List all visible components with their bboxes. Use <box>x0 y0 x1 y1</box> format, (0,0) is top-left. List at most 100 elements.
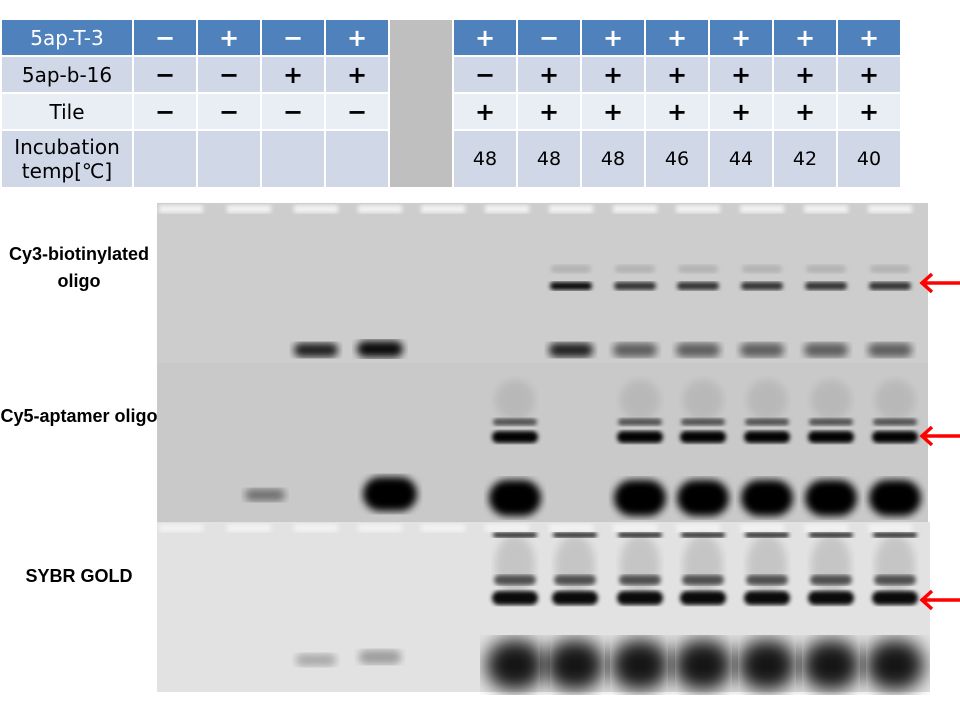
table-row: 5ap-T-3− + − + + − + + + + + <box>0 18 902 189</box>
gel-band <box>492 591 538 605</box>
table-cell: 46 <box>644 129 710 189</box>
gel-band <box>552 591 598 605</box>
gel-band <box>808 431 854 443</box>
gel-band <box>866 640 924 690</box>
gel-band <box>618 418 662 426</box>
table-cell: + <box>324 18 390 57</box>
gel-well <box>740 524 784 532</box>
panel-label-cy3: Cy3-biotinylated oligo <box>8 244 150 291</box>
table-cell: − <box>132 18 198 57</box>
gel-band <box>546 640 604 690</box>
gel-band <box>620 535 660 595</box>
table-cell: + <box>516 55 582 94</box>
gel-well <box>549 205 593 213</box>
table-cell: 40 <box>836 129 902 189</box>
gel-band <box>486 640 544 690</box>
gel-band <box>614 480 666 516</box>
gel-panel-cy3 <box>157 203 928 363</box>
table-cell: + <box>452 92 518 131</box>
gel-well <box>613 524 657 532</box>
red-arrow-icon <box>919 589 960 611</box>
table-cell: − <box>260 18 326 57</box>
table-cell: − <box>452 55 518 94</box>
condition-table: 5ap-T-3− + − + + − + + + + +5ap-b-16− − + + − + + + + + + Til… <box>0 18 902 189</box>
gel-band <box>804 343 848 357</box>
gel-well <box>159 205 203 213</box>
gel-band <box>489 480 541 516</box>
gel-band <box>870 265 910 273</box>
table-cell: − <box>132 92 198 131</box>
table-cell: 48 <box>516 129 582 189</box>
gel-band <box>873 418 917 426</box>
gel-band <box>868 343 912 357</box>
gel-band <box>806 265 846 273</box>
row-label: 5ap-T-3 <box>0 18 134 57</box>
table-row: Incubation temp[℃] 48 48 48 46 44 42 40 <box>0 129 902 189</box>
gel-well <box>676 524 720 532</box>
table-cell: + <box>580 55 646 94</box>
gel-well <box>358 205 402 213</box>
table-cell: 44 <box>708 129 774 189</box>
red-arrow-icon <box>919 272 960 294</box>
table-cell: 42 <box>772 129 838 189</box>
gel-band <box>805 282 847 290</box>
table-cell <box>132 129 198 189</box>
gel-band <box>875 535 915 595</box>
table-cell: + <box>836 18 902 57</box>
gel-band <box>294 343 338 357</box>
table-row: Tile − − − − + + + + + + + <box>0 92 902 131</box>
table-cell: + <box>452 18 518 57</box>
table-cell <box>196 129 262 189</box>
gel-band <box>617 431 663 443</box>
gel-band <box>615 265 655 273</box>
gel-band <box>555 535 595 595</box>
gel-well <box>740 205 784 213</box>
table-cell: − <box>324 92 390 131</box>
gel-band <box>683 380 723 420</box>
gel-band <box>549 343 593 357</box>
gel-band <box>875 380 915 420</box>
table-cell: + <box>580 18 646 57</box>
panel-label-cy5: Cy5-aptamer oligo <box>0 406 158 426</box>
table-cell: 48 <box>452 129 518 189</box>
gel-band <box>677 282 719 290</box>
table-cell: + <box>836 92 902 131</box>
gel-well <box>549 524 593 532</box>
gel-band <box>811 535 851 595</box>
gel-panel-cy5 <box>157 363 928 522</box>
gel-well <box>294 524 338 532</box>
table-cell: − <box>516 18 582 57</box>
table-cell <box>324 129 390 189</box>
gel-band <box>551 265 591 273</box>
gel-band <box>741 480 793 516</box>
gel-well <box>868 524 912 532</box>
gel-well <box>227 205 271 213</box>
gel-band <box>744 591 790 605</box>
gel-band <box>357 341 403 357</box>
gel-well <box>613 205 657 213</box>
table-cell: + <box>644 92 710 131</box>
table-cell: + <box>708 92 774 131</box>
table-cell: + <box>516 92 582 131</box>
row-label: 5ap-b-16 <box>0 55 134 94</box>
gel-band <box>805 480 857 516</box>
gel-band <box>738 640 796 690</box>
table-cell: + <box>580 92 646 131</box>
gel-band <box>674 640 732 690</box>
gel-band <box>872 591 918 605</box>
table-cell: + <box>644 55 710 94</box>
gel-band <box>747 535 787 595</box>
gel-well <box>159 524 203 532</box>
gel-well <box>868 205 912 213</box>
gel-well <box>676 205 720 213</box>
gel-band <box>245 489 285 501</box>
gel-band <box>808 591 854 605</box>
table-cell: + <box>644 18 710 57</box>
gel-band <box>683 535 723 595</box>
gel-well <box>421 524 465 532</box>
gel-band <box>677 480 729 516</box>
table-cell: + <box>772 92 838 131</box>
table-cell: 48 <box>580 129 646 189</box>
gel-band <box>742 265 782 273</box>
